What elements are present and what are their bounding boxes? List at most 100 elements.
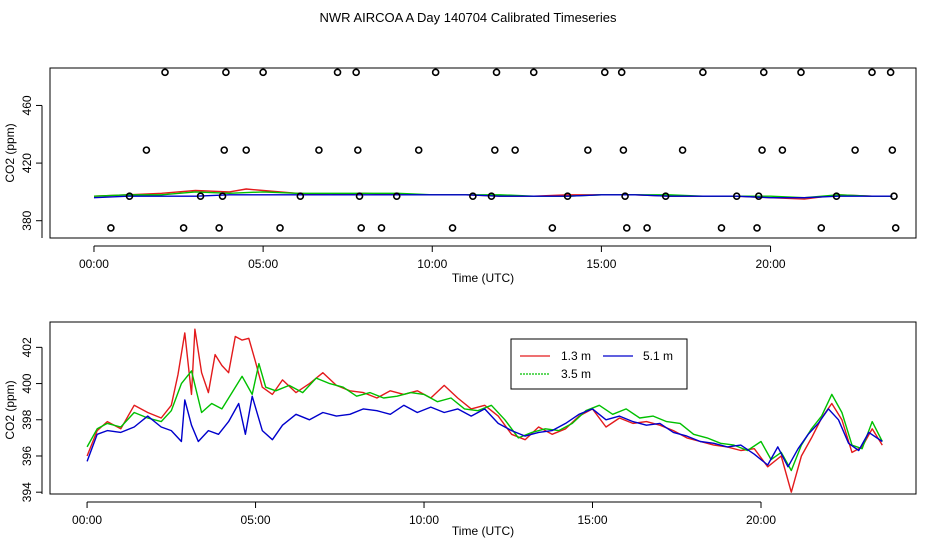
- top-data-point: [161, 68, 169, 77]
- bottom-x-tick-label: 10:00: [409, 513, 439, 527]
- bottom-series-3-5-m: [86, 362, 883, 472]
- bottom-x-tick-label: 20:00: [746, 513, 776, 527]
- legend-label-1-3m: 1.3 m: [561, 349, 591, 363]
- top-data-point: [196, 192, 205, 201]
- top-panel: 00:00 05:00 10:00 15:00 20:00 380 420 460 Time …: [3, 67, 917, 285]
- top-data-point: [414, 146, 423, 154]
- top-y-tick-label: 460: [20, 95, 34, 115]
- top-data-point: [492, 68, 501, 77]
- legend-label-3-5m: 3.5 m: [561, 367, 591, 381]
- top-data-point: [218, 192, 227, 201]
- top-data-point: [891, 224, 900, 232]
- top-data-point: [107, 224, 115, 232]
- top-x-tick-label: 00:00: [79, 257, 109, 271]
- bottom-series-5-1-m: [86, 395, 883, 468]
- top-data-point: [215, 224, 223, 232]
- top-data-point: [817, 224, 826, 232]
- bottom-y-tick-label: 398: [20, 409, 34, 429]
- top-data-point: [563, 192, 572, 201]
- top-data-point: [377, 224, 386, 232]
- top-axes: 00:00 05:00 10:00 15:00 20:00 380 420 460: [20, 95, 786, 271]
- top-data-point: [179, 224, 188, 232]
- bottom-y-tick-label: 396: [20, 446, 34, 466]
- top-data-point: [797, 68, 805, 77]
- top-y-tick-label: 380: [20, 210, 34, 230]
- top-data-point: [142, 146, 151, 154]
- top-data-point: [699, 68, 707, 77]
- bottom-x-tick-label: 05:00: [241, 513, 271, 527]
- bottom-y-tick-label: 394: [20, 482, 34, 502]
- top-data-point: [868, 68, 876, 77]
- top-data-point: [851, 146, 859, 154]
- top-data-point: [357, 224, 366, 232]
- top-y-axis-label: CO2 (ppm): [3, 123, 17, 182]
- top-data-point: [431, 68, 440, 77]
- top-data-point: [296, 192, 305, 201]
- top-data-point: [754, 192, 763, 201]
- top-plot-marks: [93, 68, 900, 232]
- top-data-point: [622, 224, 631, 232]
- top-data-point: [511, 146, 519, 154]
- bottom-plot-box: [49, 321, 917, 495]
- top-data-point: [276, 224, 284, 232]
- top-data-point: [759, 68, 768, 77]
- top-series-3-5-m: [93, 191, 893, 199]
- bottom-axes: 00:00 05:00 10:00 15:00 20:00 394 396 398 400 402: [20, 337, 776, 527]
- top-data-point: [753, 224, 761, 232]
- top-data-point: [643, 224, 651, 232]
- top-data-point: [832, 192, 841, 201]
- top-data-point: [392, 192, 401, 201]
- top-data-point: [352, 68, 360, 77]
- bottom-y-axis-label: CO2 (ppm): [3, 380, 17, 439]
- top-x-tick-label: 05:00: [248, 257, 278, 271]
- bottom-x-tick-label: 15:00: [577, 513, 607, 527]
- top-data-point: [220, 146, 229, 154]
- top-y-tick-label: 420: [20, 153, 34, 173]
- top-data-point: [678, 146, 687, 154]
- top-data-point: [354, 146, 362, 154]
- top-data-point: [487, 192, 496, 201]
- bottom-series-1-3-m: [86, 328, 883, 493]
- top-x-axis-label: Time (UTC): [452, 271, 514, 285]
- top-data-point: [600, 68, 609, 77]
- top-data-point: [448, 224, 457, 232]
- top-data-point: [661, 192, 670, 201]
- top-data-point: [584, 146, 592, 154]
- top-plot-box: [49, 67, 917, 239]
- top-x-tick-label: 10:00: [417, 257, 447, 271]
- top-data-point: [886, 68, 895, 77]
- top-data-point: [888, 146, 897, 154]
- bottom-plot-marks: [86, 328, 883, 493]
- top-x-tick-label: 20:00: [756, 257, 786, 271]
- top-data-point: [621, 192, 629, 201]
- top-data-point: [617, 68, 626, 77]
- top-data-point: [491, 146, 499, 154]
- top-data-point: [259, 68, 267, 77]
- chart-title: NWR AIRCOA A Day 140704 Calibrated Times…: [320, 10, 617, 25]
- top-data-point: [222, 68, 230, 77]
- top-data-point: [717, 224, 726, 232]
- top-data-point: [732, 192, 741, 201]
- legend-label-5-1m: 5.1 m: [643, 349, 673, 363]
- bottom-y-tick-label: 400: [20, 373, 34, 393]
- legend: 1.3 m 5.1 m 3.5 m: [510, 338, 688, 390]
- bottom-x-tick-label: 00:00: [72, 513, 102, 527]
- top-data-point: [125, 192, 134, 201]
- top-data-point: [315, 146, 323, 154]
- top-data-point: [469, 192, 477, 201]
- legend-box: [510, 338, 688, 390]
- top-data-point: [548, 224, 557, 232]
- bottom-panel: 00:00 05:00 10:00 15:00 20:00 394 396 398 400 402…: [3, 321, 917, 538]
- top-data-point: [619, 146, 628, 154]
- top-data-point: [778, 146, 787, 154]
- top-data-point: [355, 192, 364, 201]
- top-x-tick-label: 15:00: [586, 257, 616, 271]
- top-data-point: [758, 146, 766, 154]
- bottom-y-tick-label: 402: [20, 337, 34, 357]
- top-series-5-1-m: [93, 194, 893, 199]
- top-data-point: [529, 68, 538, 77]
- bottom-x-axis-label: Time (UTC): [452, 524, 514, 538]
- top-data-point: [333, 68, 342, 77]
- top-data-point: [242, 146, 251, 154]
